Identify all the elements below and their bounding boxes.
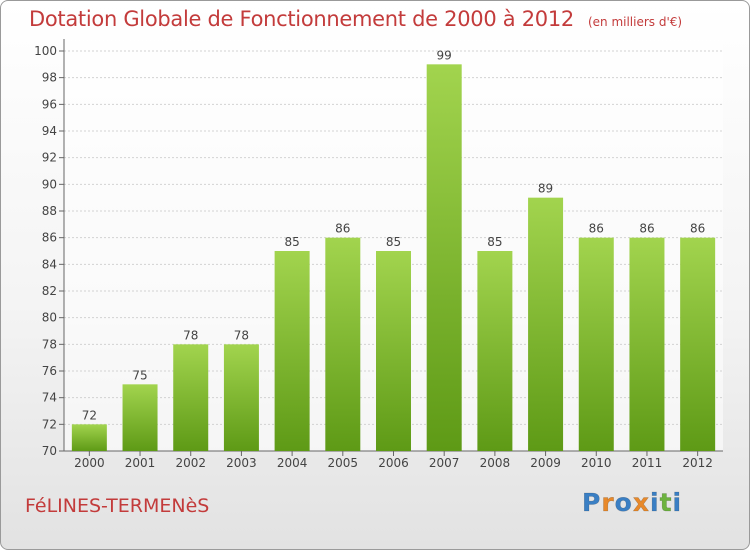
logo-letter: t — [659, 488, 673, 518]
bar-value-label: 86 — [639, 222, 654, 236]
bar — [629, 237, 665, 451]
bar — [122, 384, 158, 451]
logo-letter: P — [582, 488, 602, 518]
bar-value-label: 86 — [589, 222, 604, 236]
bar-value-label: 99 — [437, 48, 452, 62]
bar — [680, 237, 716, 451]
y-tick-label: 88 — [42, 204, 57, 218]
x-tick-label: 2007 — [429, 456, 460, 470]
x-tick-label: 2005 — [328, 456, 359, 470]
commune-name: FéLINES-TERMENèS — [25, 495, 210, 517]
bar-value-label: 86 — [335, 222, 350, 236]
y-tick-label: 94 — [42, 124, 57, 138]
logo-letter: r — [601, 488, 615, 518]
bar — [325, 237, 361, 451]
bar — [426, 64, 462, 452]
y-tick-label: 92 — [42, 151, 57, 165]
chart-title: Dotation Globale de Fonctionnement de 20… — [29, 7, 682, 31]
x-tick-label: 2008 — [480, 456, 511, 470]
bar — [223, 344, 259, 451]
logo-letter: i — [650, 488, 660, 518]
y-tick-label: 100 — [34, 44, 57, 58]
x-tick-label: 2003 — [226, 456, 257, 470]
y-tick-label: 84 — [42, 257, 57, 271]
bar-value-label: 78 — [234, 328, 249, 342]
x-tick-label: 2000 — [74, 456, 105, 470]
y-tick-label: 98 — [42, 71, 57, 85]
y-tick-label: 74 — [42, 391, 57, 405]
y-tick-label: 80 — [42, 311, 57, 325]
x-tick-label: 2006 — [378, 456, 409, 470]
chart-title-text: Dotation Globale de Fonctionnement de 20… — [29, 7, 574, 31]
y-tick-label: 82 — [42, 284, 57, 298]
x-tick-label: 2011 — [632, 456, 663, 470]
x-tick-label: 2010 — [581, 456, 612, 470]
bar-value-label: 85 — [487, 235, 502, 249]
logo-letter: o — [614, 488, 633, 518]
y-tick-label: 72 — [42, 417, 57, 431]
bar — [528, 197, 564, 451]
y-tick-label: 96 — [42, 97, 57, 111]
y-tick-label: 78 — [42, 337, 57, 351]
x-tick-label: 2002 — [175, 456, 206, 470]
x-tick-label: 2009 — [530, 456, 561, 470]
logo-letter: i — [672, 488, 683, 518]
y-tick-label: 90 — [42, 177, 57, 191]
bar — [71, 424, 107, 451]
x-tick-label: 2001 — [125, 456, 156, 470]
bar — [376, 251, 411, 451]
x-tick-label: 2004 — [277, 456, 308, 470]
y-tick-label: 86 — [42, 231, 57, 245]
x-tick-label: 2012 — [682, 456, 713, 470]
bar-value-label: 89 — [538, 182, 553, 196]
logo-letter: x — [632, 488, 650, 518]
y-tick-label: 70 — [42, 444, 57, 458]
bar — [477, 251, 513, 451]
bar-value-label: 85 — [386, 235, 401, 249]
chart-unit: (en milliers d'€) — [587, 15, 683, 29]
y-tick-label: 76 — [42, 364, 57, 378]
proxiti-logo: Proxiti — [582, 488, 683, 518]
bar — [173, 344, 209, 451]
bar-value-label: 75 — [132, 368, 147, 382]
bar-value-label: 78 — [183, 328, 198, 342]
bar — [578, 237, 614, 451]
bar — [274, 251, 310, 451]
bar-value-label: 72 — [82, 408, 97, 422]
bar-value-label: 86 — [690, 222, 705, 236]
bar-value-label: 85 — [284, 235, 299, 249]
